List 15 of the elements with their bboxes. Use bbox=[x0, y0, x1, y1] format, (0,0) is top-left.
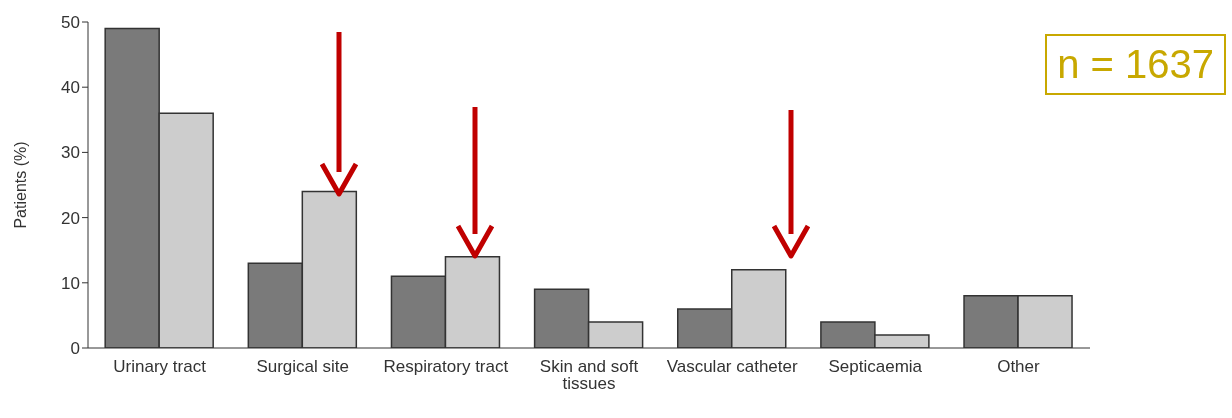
y-tick-label: 50 bbox=[61, 13, 80, 33]
x-tick-label: Septicaemia bbox=[828, 357, 923, 377]
y-axis-title: Patients (%) bbox=[11, 141, 29, 229]
annotation: n = 1637 bbox=[1045, 34, 1226, 95]
x-tick-label: Surgical site bbox=[256, 357, 350, 377]
x-tick-label: Skin and soft tissues bbox=[539, 357, 639, 394]
y-tick-label: 20 bbox=[61, 208, 80, 228]
y-tick-label: 40 bbox=[61, 78, 80, 98]
y-tick-label: 30 bbox=[61, 143, 80, 163]
x-tick-label: Other bbox=[997, 357, 1041, 377]
x-tick-label: Respiratory tract bbox=[383, 357, 509, 377]
x-tick-label: Urinary tract bbox=[113, 357, 207, 377]
x-tick-label: Vascular catheter bbox=[666, 357, 798, 377]
y-tick-label: 0 bbox=[70, 339, 80, 359]
y-tick-label: 10 bbox=[61, 273, 80, 293]
